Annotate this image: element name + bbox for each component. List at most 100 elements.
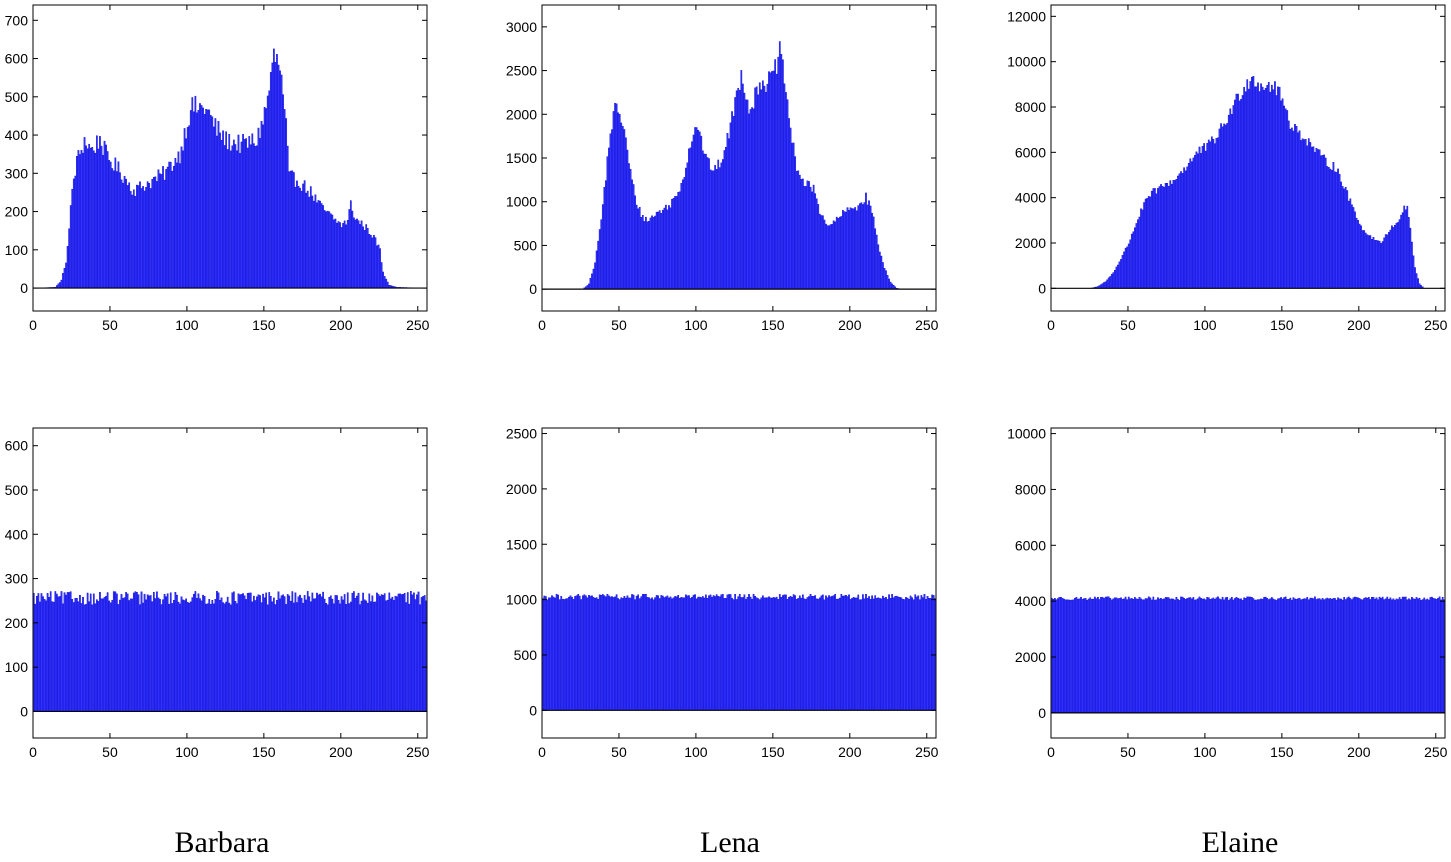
bar [116, 593, 118, 712]
bar [632, 184, 635, 290]
bar [705, 153, 707, 290]
bar [1312, 146, 1315, 289]
bar [811, 191, 813, 290]
bar [763, 85, 766, 290]
bar [1112, 598, 1115, 714]
bar [1126, 599, 1129, 714]
bar [329, 595, 332, 712]
bar [197, 593, 200, 712]
bar [1331, 170, 1333, 289]
bar [34, 603, 37, 712]
bar [882, 595, 884, 711]
bar [849, 599, 852, 711]
bar [1267, 82, 1270, 289]
bar [829, 224, 832, 290]
bar [354, 597, 357, 712]
bar [1252, 598, 1255, 714]
x-tick-label: 0 [29, 744, 37, 760]
bar [851, 597, 853, 711]
bar [1189, 158, 1192, 289]
bar [243, 595, 246, 712]
bar [634, 599, 636, 711]
bar [349, 601, 352, 712]
bar [1384, 234, 1387, 289]
bar [905, 597, 907, 711]
bar [385, 600, 388, 712]
bar [1260, 83, 1262, 289]
bar [1295, 125, 1298, 289]
bar [1115, 597, 1118, 714]
bar [1057, 598, 1059, 714]
bar [883, 268, 886, 290]
bar [760, 597, 763, 711]
bar [232, 139, 235, 289]
bar [1174, 180, 1176, 289]
y-tick-label: 100 [5, 659, 29, 675]
x-tick-label: 0 [538, 317, 546, 333]
bar [268, 90, 271, 289]
bar [1341, 599, 1344, 714]
bar [1240, 98, 1242, 289]
bar [100, 145, 103, 289]
bar [681, 597, 684, 711]
bar [1277, 598, 1279, 714]
bar [860, 599, 863, 711]
bar [729, 122, 732, 290]
bar [885, 270, 887, 290]
bar [1135, 223, 1138, 289]
bar [1260, 598, 1262, 714]
bar [1389, 229, 1392, 289]
bar [277, 64, 280, 289]
bar [166, 166, 169, 289]
bar [1374, 240, 1376, 289]
bar [1206, 597, 1209, 714]
bar [1391, 225, 1393, 289]
bar [605, 180, 607, 290]
bar [1261, 86, 1264, 289]
bar [652, 599, 655, 711]
bar [608, 147, 610, 290]
bar [623, 129, 626, 290]
bar [1380, 597, 1382, 714]
bar [577, 594, 580, 711]
bar [714, 596, 716, 711]
bar [1338, 173, 1341, 289]
bar [1418, 283, 1421, 289]
bar [832, 220, 835, 290]
bar [1361, 599, 1364, 714]
bar [734, 97, 737, 290]
bar [1363, 597, 1366, 714]
bar [1258, 91, 1261, 289]
bar [782, 59, 784, 290]
bar [1226, 123, 1229, 289]
bar [569, 595, 572, 711]
bar [657, 595, 660, 711]
bar [1224, 597, 1227, 714]
bar [1069, 599, 1072, 714]
bar [583, 594, 586, 711]
bar [389, 598, 392, 712]
bar [812, 596, 815, 711]
bar [1198, 146, 1201, 289]
bar [832, 595, 835, 711]
bar [199, 598, 201, 712]
bar [845, 595, 847, 711]
bar [346, 592, 349, 712]
bar [1392, 598, 1395, 714]
bar [677, 595, 680, 711]
bar [851, 208, 853, 290]
bar [883, 597, 886, 711]
bars-elaine-original [1090, 76, 1424, 289]
bar [1335, 599, 1338, 714]
axes-frame [541, 427, 937, 739]
bar [394, 595, 397, 712]
bar [323, 598, 326, 712]
bar [1137, 219, 1139, 289]
bar [1187, 163, 1190, 289]
bar [1391, 599, 1393, 714]
x-tick-label: 100 [1193, 744, 1217, 760]
bar [228, 134, 231, 289]
bar [1197, 153, 1199, 289]
bar [112, 170, 115, 289]
bar [345, 224, 348, 289]
